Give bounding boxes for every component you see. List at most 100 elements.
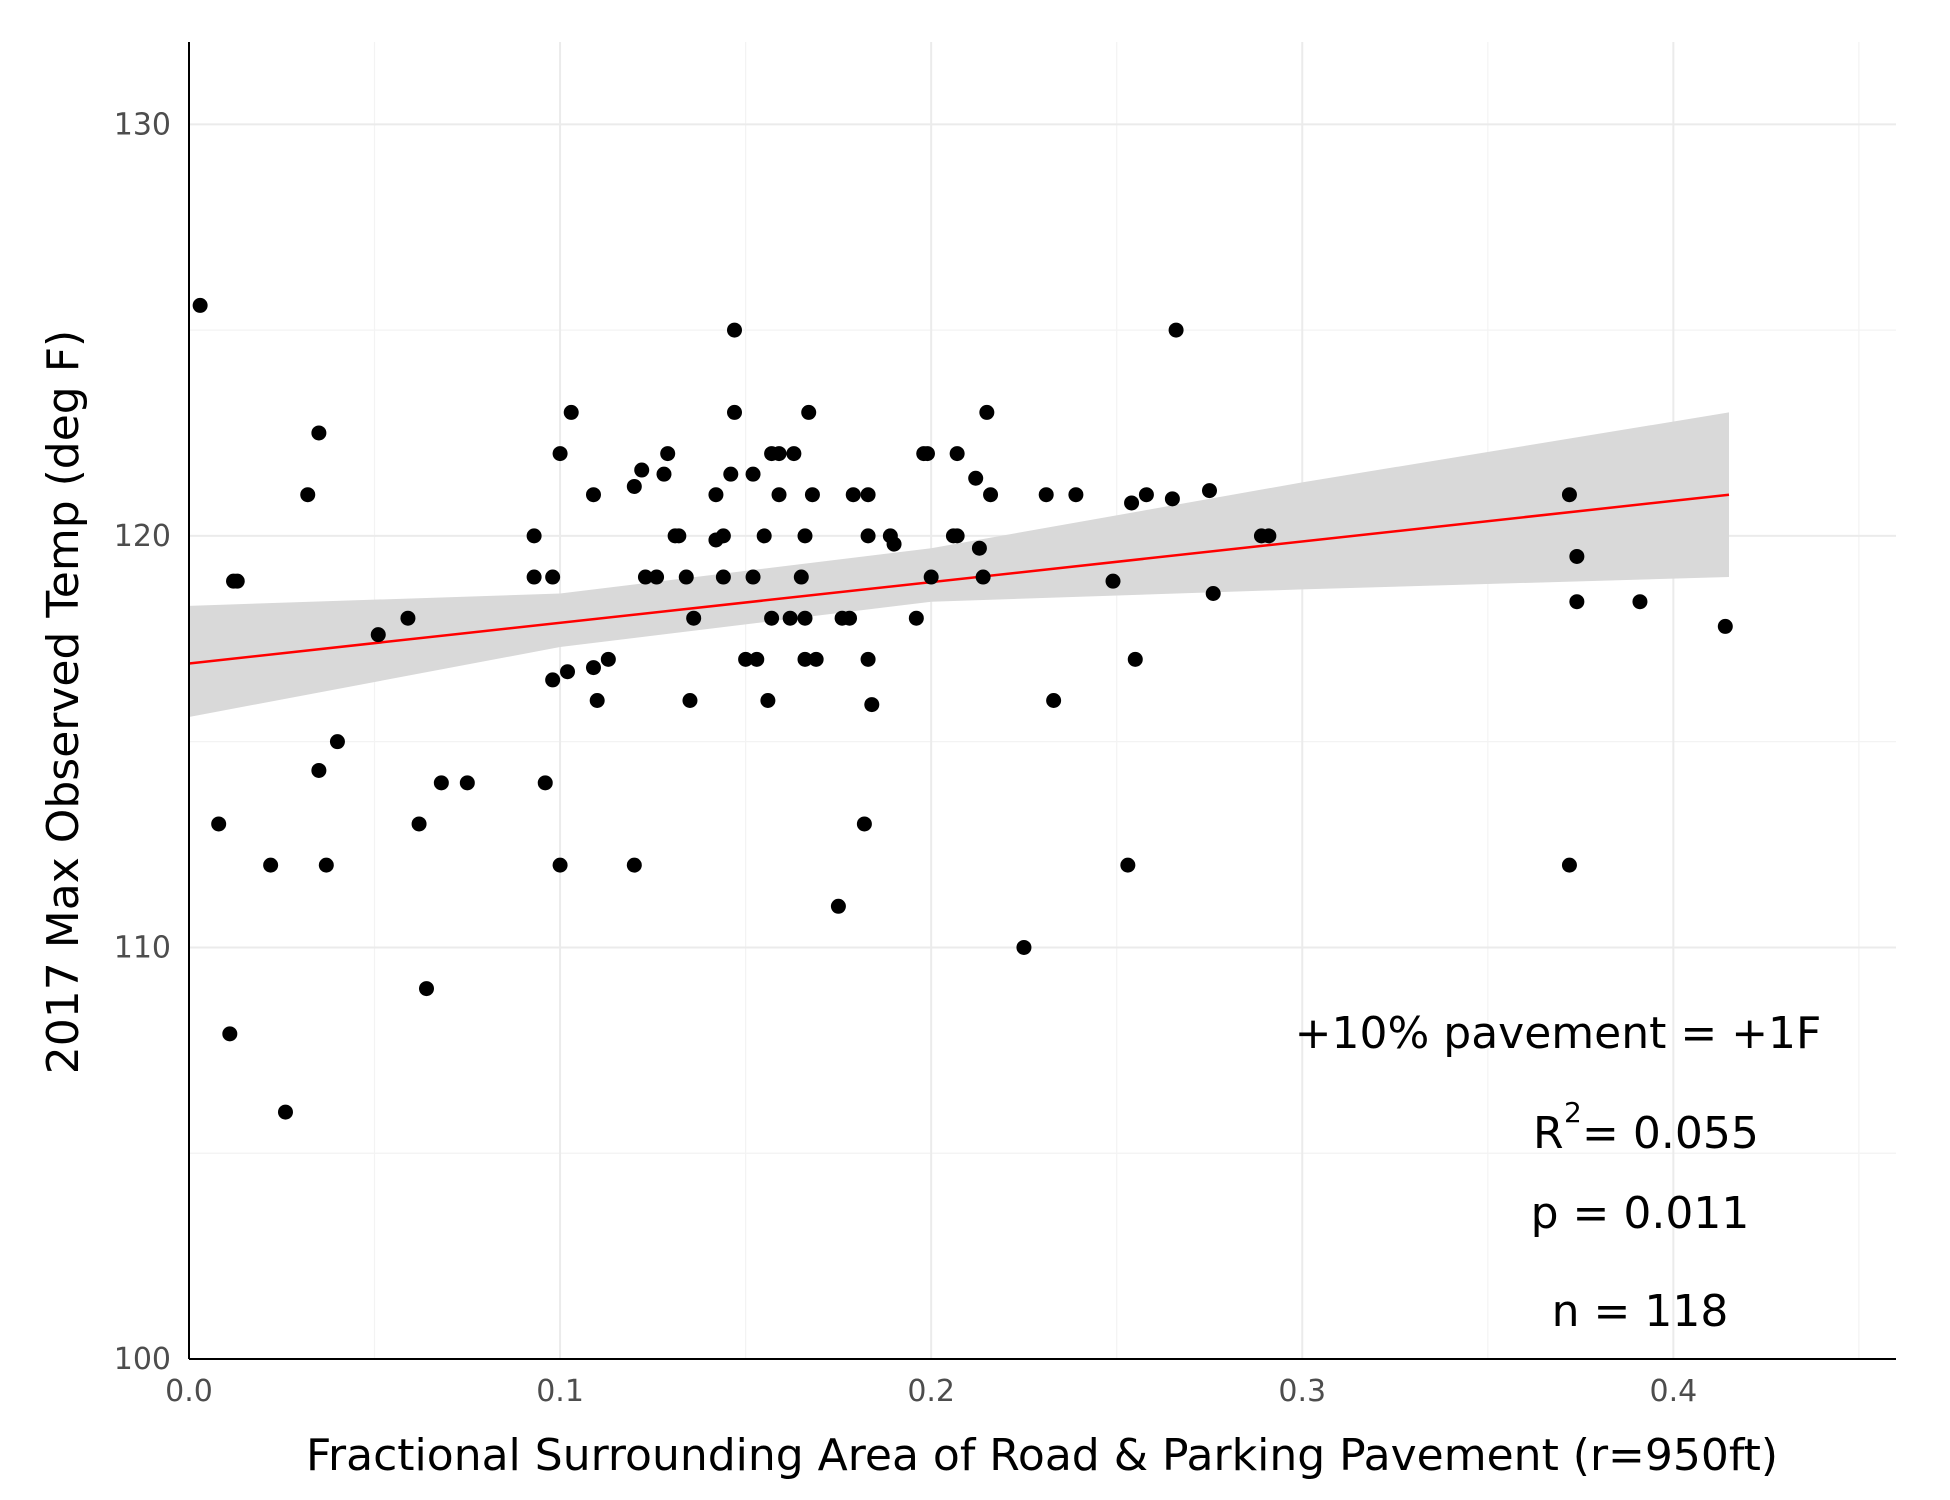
data-point: [1561, 857, 1577, 873]
data-point: [860, 487, 876, 503]
data-point: [1632, 594, 1648, 610]
data-point: [589, 693, 605, 708]
data-point: [637, 569, 653, 585]
data-point: [552, 446, 568, 462]
data-point: [626, 478, 642, 494]
data-point: [1046, 693, 1062, 708]
data-point: [318, 857, 334, 873]
data-point: [678, 569, 694, 585]
data-point: [738, 651, 754, 667]
data-point: [526, 528, 542, 544]
data-point: [949, 446, 965, 462]
data-point: [968, 470, 984, 486]
data-point: [715, 569, 731, 585]
data-point: [1569, 548, 1585, 564]
data-point: [782, 610, 798, 626]
data-point: [649, 569, 665, 585]
data-point: [760, 693, 776, 708]
x-tick-label: 0.1: [536, 1374, 584, 1409]
data-point: [656, 466, 672, 482]
data-point: [626, 857, 642, 873]
data-point: [923, 569, 939, 585]
data-point: [1561, 487, 1577, 503]
data-point: [277, 1104, 293, 1120]
regression-line: [188, 493, 1730, 665]
data-point: [797, 651, 813, 667]
data-point: [537, 775, 553, 791]
data-point: [545, 569, 561, 585]
x-tick-labels: 0.0 0.1 0.2 0.3 0.4: [165, 1374, 1697, 1409]
r-squared-annotation: R 2 = 0.055: [1533, 1096, 1759, 1159]
data-point: [797, 528, 813, 544]
data-point: [560, 664, 576, 680]
data-point: [311, 762, 327, 778]
data-point: [971, 540, 987, 556]
data-point: [801, 404, 817, 420]
data-point: [192, 297, 208, 313]
confidence-band: [189, 412, 1730, 717]
data-point: [864, 697, 880, 713]
data-point: [842, 610, 858, 626]
data-point: [1164, 491, 1180, 507]
data-point: [545, 672, 561, 688]
data-point: [1168, 322, 1184, 338]
data-point: [660, 446, 676, 462]
data-point: [300, 487, 316, 503]
data-point: [804, 487, 820, 503]
y-tick-label: 100: [114, 1342, 171, 1377]
data-point: [786, 446, 802, 462]
data-point: [919, 446, 935, 462]
data-point: [764, 610, 780, 626]
data-point: [756, 528, 772, 544]
data-point: [433, 775, 449, 791]
r2-value: = 0.055: [1582, 1108, 1759, 1159]
y-tick-label: 120: [114, 519, 171, 554]
data-point: [745, 569, 761, 585]
data-point: [563, 404, 579, 420]
y-tick-label: 130: [114, 107, 171, 142]
y-tick-labels: 100 110 120 130: [114, 107, 171, 1377]
data-point: [983, 487, 999, 503]
data-point: [793, 569, 809, 585]
data-point: [1105, 573, 1121, 589]
r2-superscript: 2: [1564, 1096, 1582, 1129]
data-point: [634, 462, 650, 478]
data-point: [1261, 528, 1277, 544]
data-point: [263, 857, 279, 873]
y-axis-title: 2017 Max Observed Temp (deg F): [38, 330, 89, 1074]
n-annotation: n = 118: [1552, 1286, 1729, 1337]
data-point: [1124, 495, 1140, 511]
data-point: [726, 404, 742, 420]
data-point: [856, 816, 872, 832]
data-point: [749, 651, 765, 667]
p-value-annotation: p = 0.011: [1531, 1188, 1750, 1239]
data-point: [715, 528, 731, 544]
data-point: [600, 651, 616, 667]
data-point: [1569, 594, 1585, 610]
x-axis-title: Fractional Surrounding Area of Road & Pa…: [306, 1430, 1778, 1481]
data-point: [771, 487, 787, 503]
data-point: [830, 898, 846, 914]
data-point: [211, 816, 227, 832]
data-point: [1016, 939, 1032, 955]
data-point: [682, 693, 698, 708]
data-points: [192, 297, 1733, 1120]
data-point: [411, 816, 427, 832]
data-point: [723, 466, 739, 482]
x-tick-label: 0.2: [907, 1374, 955, 1409]
data-point: [1120, 857, 1136, 873]
minor-gridlines: [189, 42, 1896, 1359]
data-point: [1038, 487, 1054, 503]
data-point: [418, 981, 434, 997]
data-point: [671, 528, 687, 544]
data-point: [860, 651, 876, 667]
y-tick-label: 110: [114, 930, 171, 965]
data-point: [1138, 487, 1154, 503]
data-point: [1717, 618, 1733, 634]
data-point: [686, 610, 702, 626]
data-point: [949, 528, 965, 544]
data-point: [552, 857, 568, 873]
data-point: [708, 487, 724, 503]
data-point: [771, 446, 787, 462]
